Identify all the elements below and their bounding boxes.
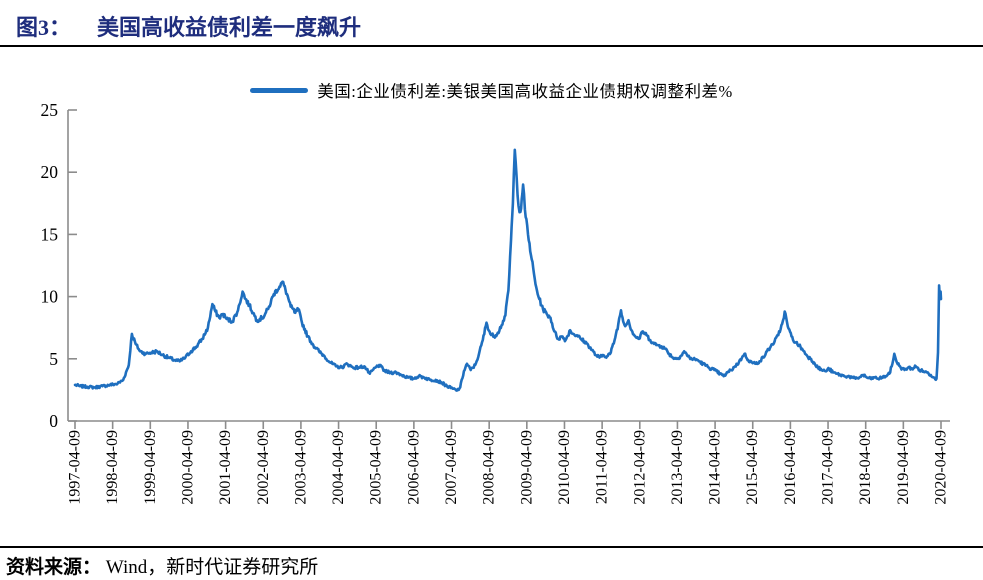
x-tick-label: 2004-04-09	[330, 430, 347, 505]
figure-title: 图3： 美国高收益债利差一度飙升	[16, 10, 361, 42]
x-tick-label: 2010-04-09	[556, 430, 573, 505]
source-line: 资料来源： Wind，新时代证券研究所	[6, 552, 318, 579]
x-tick-label: 2015-04-09	[744, 430, 761, 505]
x-tick-label: 1999-04-09	[142, 430, 159, 505]
x-tick-label: 2008-04-09	[481, 430, 498, 505]
y-tick-label: 25	[41, 100, 59, 120]
chart-legend: 美国:企业债利差:美银美国高收益企业债期权调整利差%	[0, 78, 983, 102]
x-tick-label: 2003-04-09	[292, 430, 309, 505]
y-tick-label: 15	[41, 224, 59, 244]
x-tick-label: 2012-04-09	[631, 430, 648, 505]
figure-title-text: 美国高收益债利差一度飙升	[97, 15, 362, 40]
x-tick-label: 1997-04-09	[67, 430, 84, 505]
x-tick-label: 2011-04-09	[594, 430, 611, 504]
y-tick-label: 20	[41, 162, 59, 182]
title-divider	[0, 45, 983, 47]
x-tick-label: 2007-04-09	[443, 430, 460, 505]
x-tick-label: 2014-04-09	[707, 430, 724, 505]
source-text: Wind，新时代证券研究所	[105, 557, 319, 578]
x-tick-label: 2005-04-09	[368, 430, 385, 505]
x-tick-label: 1998-04-09	[104, 430, 121, 505]
legend-line-swatch	[250, 87, 309, 93]
y-tick-label: 0	[49, 411, 58, 431]
x-tick-label: 2018-04-09	[857, 430, 874, 505]
x-tick-label: 2000-04-09	[179, 430, 196, 505]
source-label: 资料来源：	[6, 557, 102, 578]
x-tick-label: 2009-04-09	[518, 430, 535, 505]
y-tick-label: 5	[49, 349, 58, 369]
series-line	[73, 148, 943, 392]
x-tick-label: 2020-04-09	[933, 430, 950, 505]
x-tick-label: 2001-04-09	[217, 430, 234, 505]
figure-number: 图3：	[16, 15, 72, 40]
x-tick-label: 2006-04-09	[405, 430, 422, 505]
x-tick-label: 2013-04-09	[669, 430, 686, 505]
x-tick-label: 2016-04-09	[782, 430, 799, 505]
x-tick-label: 2017-04-09	[820, 430, 837, 505]
y-tick-label: 10	[41, 287, 59, 307]
source-divider	[0, 546, 983, 548]
x-tick-label: 2002-04-09	[255, 430, 272, 505]
legend-series-label: 美国:企业债利差:美银美国高收益企业债期权调整利差%	[317, 82, 733, 101]
x-tick-label: 2019-04-09	[895, 430, 912, 505]
